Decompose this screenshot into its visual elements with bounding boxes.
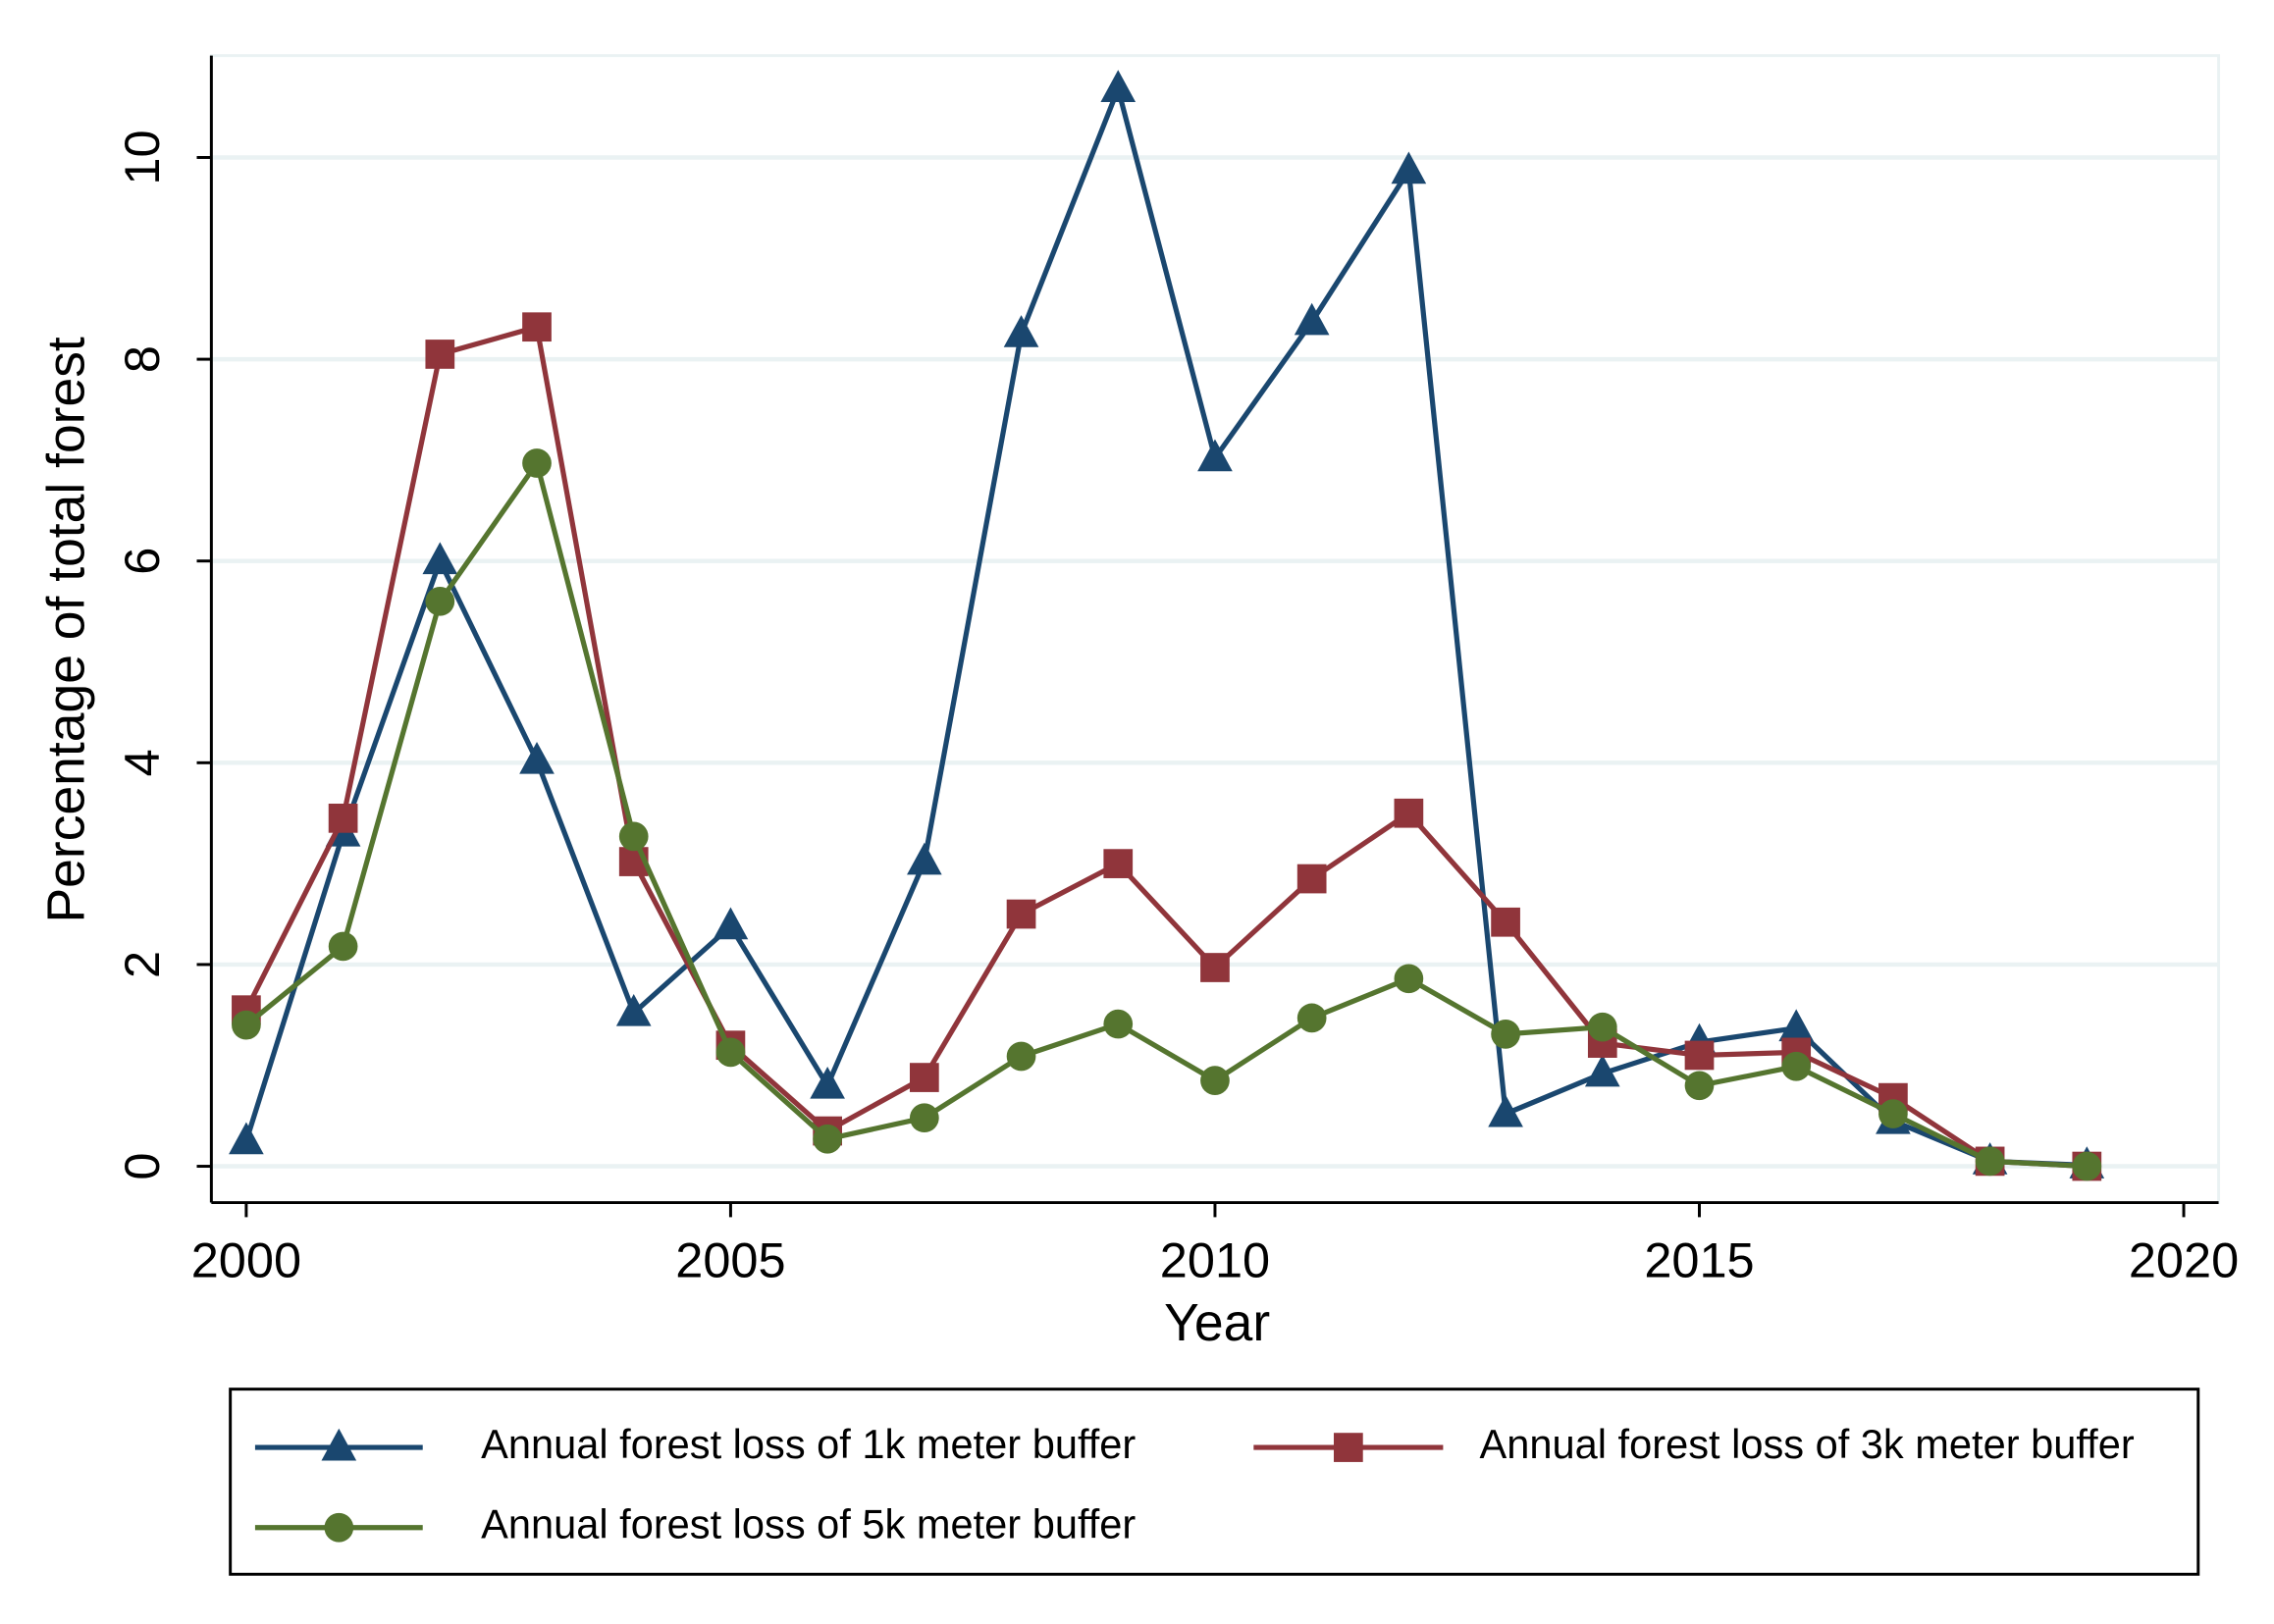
data-point [229, 1122, 264, 1155]
y-tick-label: 4 [114, 749, 170, 776]
data-point [1296, 1003, 1327, 1033]
y-tick-label: 8 [114, 345, 170, 373]
data-point [1778, 1009, 1815, 1042]
data-point [2072, 1151, 2102, 1181]
data-point [810, 1066, 845, 1099]
data-point [1878, 1099, 1908, 1128]
legend-box [229, 1388, 2200, 1576]
data-point [1781, 1051, 1812, 1081]
legend-label: Annual forest loss of 3k meter buffer [1480, 1421, 2135, 1467]
data-point [1103, 849, 1134, 878]
data-point [909, 1103, 939, 1133]
data-point [813, 1124, 842, 1154]
y-tick-label: 0 [114, 1152, 170, 1179]
data-point [1103, 1009, 1134, 1039]
data-point [328, 931, 358, 962]
y-axis-title: Percentage of total forest [37, 337, 95, 922]
data-point [1491, 1020, 1520, 1049]
x-axis-title: Year [1164, 1294, 1270, 1352]
data-point [1391, 151, 1427, 184]
data-point [1197, 439, 1233, 472]
data-point [422, 542, 458, 575]
data-point [1394, 798, 1424, 828]
data-point [1003, 315, 1039, 347]
data-point [1684, 1071, 1715, 1101]
data-point [1200, 1066, 1230, 1096]
legend-marker [321, 1428, 357, 1461]
data-point [522, 312, 552, 342]
data-point [328, 804, 358, 833]
legend-label: Annual forest loss of 1k meter buffer [481, 1421, 1136, 1467]
data-point [425, 586, 455, 616]
data-point [1006, 899, 1036, 929]
data-point [519, 741, 555, 774]
series-line [243, 323, 2088, 1170]
data-point [1584, 1054, 1620, 1087]
x-tick-label: 2005 [675, 1231, 785, 1287]
data-point [1006, 1041, 1036, 1072]
data-point [715, 1037, 746, 1068]
legend-marker [1334, 1433, 1363, 1462]
x-tick-label: 2000 [191, 1231, 301, 1287]
x-tick-label: 2015 [1644, 1231, 1754, 1287]
data-point [1294, 302, 1330, 336]
data-point [618, 821, 649, 852]
x-tick-label: 2010 [1160, 1231, 1270, 1287]
y-tick-label: 10 [114, 130, 170, 184]
data-point [522, 448, 552, 478]
data-point [1488, 1094, 1523, 1127]
data-point [1491, 907, 1520, 937]
legend-label: Annual forest loss of 5k meter buffer [481, 1501, 1136, 1547]
data-point [425, 340, 455, 369]
y-tick-label: 6 [114, 548, 170, 575]
data-point [909, 1063, 939, 1092]
series-line [243, 80, 2088, 1169]
data-point [1394, 964, 1424, 994]
data-point [1684, 1040, 1715, 1071]
y-tick-label: 2 [114, 951, 170, 978]
data-point [1200, 953, 1230, 982]
data-point [232, 1010, 261, 1040]
data-point [1587, 1012, 1617, 1042]
data-point [1100, 70, 1137, 102]
data-point [615, 993, 652, 1026]
legend-marker [324, 1512, 354, 1543]
data-point [713, 907, 749, 940]
data-point [907, 842, 942, 875]
data-point [1296, 864, 1327, 894]
series-line [244, 456, 2088, 1170]
x-tick-label: 2020 [2129, 1231, 2239, 1287]
data-point [1975, 1146, 2005, 1177]
